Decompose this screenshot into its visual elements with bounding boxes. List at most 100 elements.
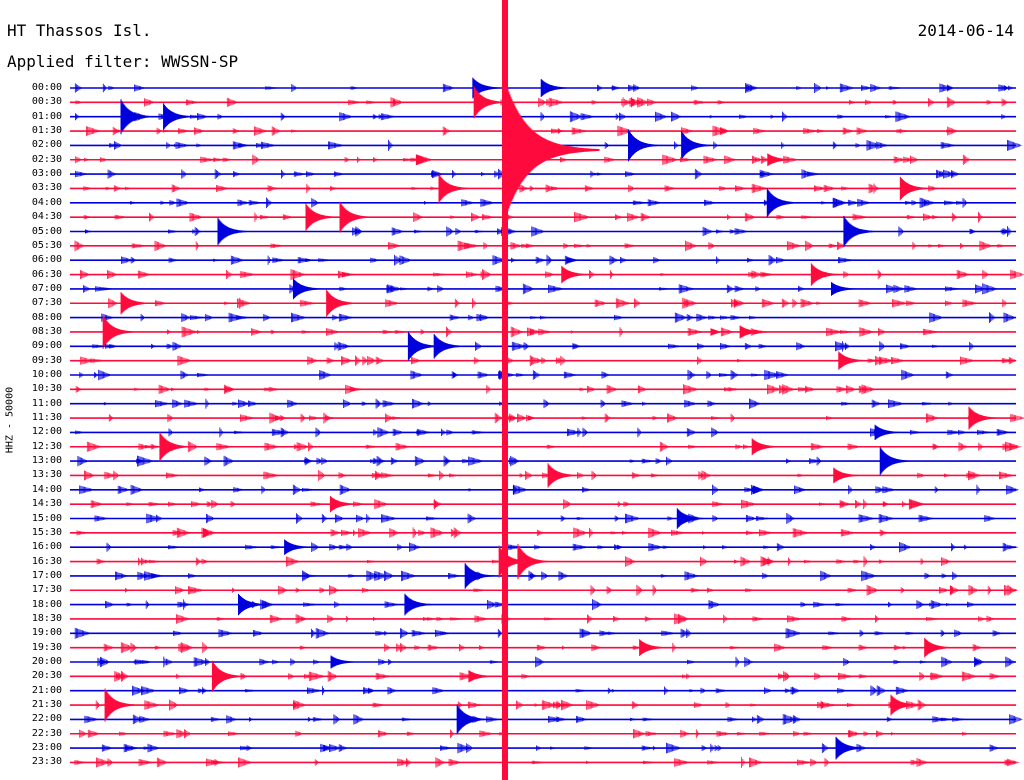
local-event <box>339 201 370 233</box>
trace-noise <box>103 642 982 654</box>
local-event <box>120 292 151 315</box>
time-label: 09:00 <box>31 340 62 352</box>
trace-noise <box>108 297 1007 309</box>
time-label: 04:30 <box>31 211 62 223</box>
trace-noise <box>115 570 958 582</box>
trace-noise <box>83 211 983 223</box>
local-event <box>329 496 360 513</box>
local-event <box>838 351 869 370</box>
local-event <box>681 131 712 160</box>
local-event <box>473 86 504 119</box>
time-label: 15:00 <box>31 512 62 524</box>
trace-noise <box>86 125 960 137</box>
trace-noise <box>121 254 855 266</box>
trace-noise <box>92 341 974 352</box>
trace-noise <box>74 627 1002 639</box>
time-label: 18:30 <box>31 612 62 624</box>
local-event <box>968 406 999 430</box>
trace-noise <box>83 183 939 194</box>
local-event <box>438 173 469 203</box>
time-label: 15:30 <box>31 526 62 538</box>
local-event <box>217 217 248 246</box>
time-label: 11:30 <box>31 412 62 424</box>
local-event <box>326 289 357 317</box>
time-label: 22:30 <box>31 727 62 739</box>
time-label: 05:30 <box>31 239 62 251</box>
time-label: 19:00 <box>31 627 62 639</box>
time-label: 08:30 <box>31 325 62 337</box>
local-event <box>433 334 464 359</box>
local-event <box>627 129 658 162</box>
trace-noise <box>130 197 968 209</box>
time-label: 03:30 <box>31 182 62 194</box>
trace-noise <box>77 455 822 467</box>
local-event <box>890 694 921 716</box>
time-label: 12:30 <box>31 440 62 452</box>
record-date: 2014-06-14 <box>917 21 1014 40</box>
local-event <box>305 203 336 231</box>
time-label: 07:30 <box>31 297 62 309</box>
time-label: 21:00 <box>31 684 62 696</box>
local-event <box>292 278 323 300</box>
local-event <box>766 188 797 218</box>
local-event <box>899 176 930 201</box>
trace-noise <box>97 656 1015 668</box>
time-label: 03:00 <box>31 168 62 180</box>
local-event <box>211 660 242 692</box>
large-earthquake-signal <box>502 0 600 780</box>
time-label: 13:00 <box>31 455 62 467</box>
local-event <box>830 282 861 296</box>
local-event <box>237 593 268 616</box>
time-label: 16:00 <box>31 541 62 553</box>
local-event <box>843 215 874 248</box>
filter-label: Applied filter: WWSSN-SP <box>7 52 239 71</box>
trace-noise <box>74 83 1014 93</box>
local-event <box>767 153 798 167</box>
time-label: 19:30 <box>31 641 62 653</box>
local-event <box>874 424 905 440</box>
local-event <box>120 99 151 135</box>
time-label: 08:00 <box>31 311 62 323</box>
local-event <box>163 103 194 130</box>
local-event <box>159 432 190 462</box>
trace-noise <box>74 240 1007 252</box>
time-label: 01:30 <box>31 125 62 137</box>
time-label: 11:00 <box>31 397 62 409</box>
time-label: 06:00 <box>31 254 62 266</box>
local-event <box>330 655 361 669</box>
local-event <box>407 331 438 361</box>
local-event <box>676 508 707 529</box>
trace-noise <box>125 584 1019 596</box>
time-label: 06:30 <box>31 268 62 280</box>
time-label: 13:30 <box>31 469 62 481</box>
time-label: 18:00 <box>31 598 62 610</box>
trace-noise <box>79 484 1020 495</box>
local-event <box>284 539 315 555</box>
local-event <box>104 688 135 722</box>
trace-noise <box>75 96 1009 108</box>
time-label: 04:00 <box>31 196 62 208</box>
local-event <box>464 563 495 589</box>
trace-noise <box>79 729 971 739</box>
local-event <box>924 638 955 658</box>
local-event <box>561 265 592 284</box>
trace-noise <box>101 312 1017 323</box>
time-label: 20:00 <box>31 656 62 667</box>
local-event <box>472 77 503 99</box>
time-label: 02:00 <box>31 139 62 151</box>
trace-noise <box>76 527 888 539</box>
trace-noise <box>74 757 1020 768</box>
time-label: 14:00 <box>31 483 62 495</box>
trace-noise <box>132 685 910 696</box>
local-event <box>810 263 841 286</box>
local-event <box>517 543 548 580</box>
time-label: 10:30 <box>31 383 62 395</box>
local-event <box>102 315 133 349</box>
trace-noise <box>79 369 954 381</box>
time-label: 21:30 <box>31 699 62 711</box>
time-label: 17:00 <box>31 569 62 581</box>
event-spikes <box>74 77 1024 768</box>
time-label: 10:00 <box>31 369 62 380</box>
local-event <box>540 79 571 97</box>
